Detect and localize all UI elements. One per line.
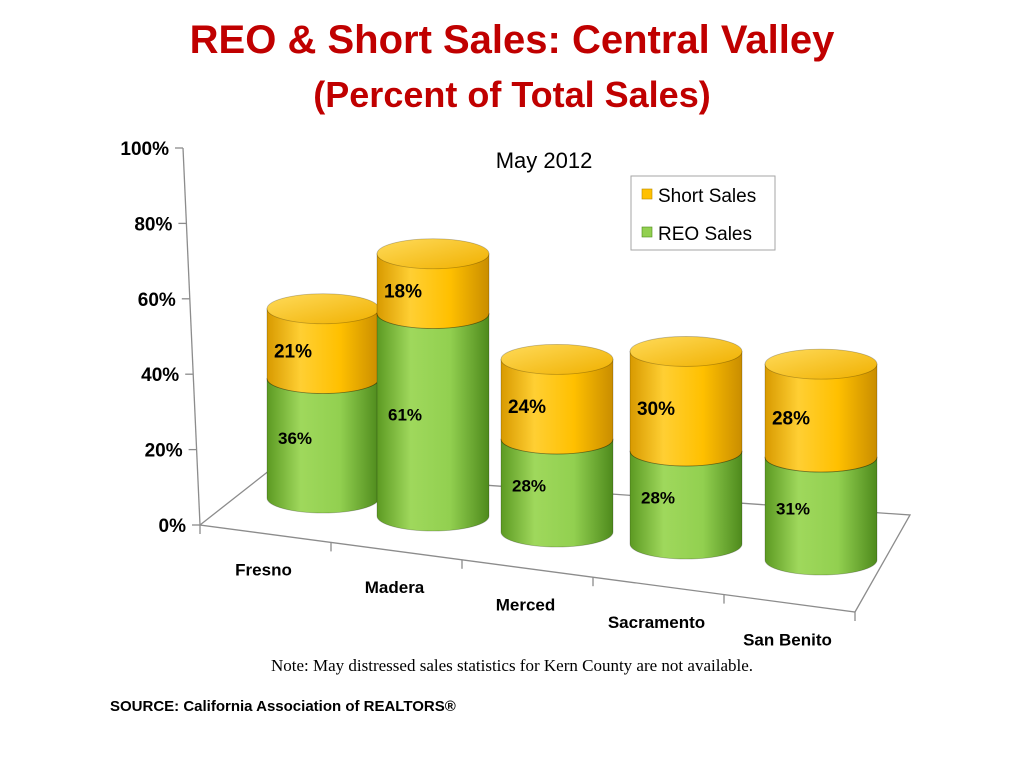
data-label-reo: 28%: [512, 477, 546, 496]
bar-reo-sales: [764, 456, 878, 576]
bar-short-sales: [764, 363, 878, 473]
bar-short-sales: [500, 358, 614, 455]
bar-reo-sales: [500, 438, 614, 548]
data-label-reo: 61%: [388, 406, 422, 425]
legend-label-reo-sales: REO Sales: [658, 224, 752, 245]
segment-seam: [376, 313, 490, 329]
y-tick-label: 80%: [134, 214, 172, 235]
legend-swatch-short-sales: [641, 188, 653, 200]
x-tick-label: Madera: [365, 578, 425, 597]
bars: 36% 21% 61% 18% 28% 24% 28% 30% 31% 28%: [266, 238, 878, 576]
chart-subtitle: May 2012: [496, 148, 593, 173]
axes: [182, 147, 912, 613]
bar-reo-sales: [266, 378, 380, 514]
bar-reo-sales: [376, 313, 490, 532]
x-tick-label: San Benito: [743, 630, 832, 649]
y-tick-label: 100%: [120, 139, 169, 160]
bar-short-sales: [266, 308, 380, 394]
cylinder-top: [266, 293, 380, 325]
cylinder-top: [500, 343, 614, 375]
back-axis-line: [183, 148, 270, 470]
page-title: REO & Short Sales: Central Valley: [189, 18, 835, 62]
segment-seam: [629, 451, 743, 467]
bar-short-sales: [629, 351, 743, 467]
bar-fresno: 36% 21%: [266, 293, 380, 514]
x-tick-label: Sacramento: [608, 613, 705, 632]
data-label-reo: 36%: [278, 429, 312, 448]
bar-short-sales: [376, 253, 490, 329]
chart-floor: [198, 469, 912, 613]
footnote: Note: May distressed sales statistics fo…: [270, 656, 754, 675]
bar-madera: 61% 18%: [376, 238, 490, 532]
data-label-short: 18%: [384, 282, 422, 303]
source-citation: SOURCE: California Association of REALTO…: [110, 698, 456, 715]
legend-swatch-reo-sales: [641, 226, 653, 238]
x-tick-label: Merced: [496, 596, 556, 615]
cylinder-top: [376, 238, 490, 270]
y-tick-label: 40%: [141, 365, 179, 386]
bar-sacramento: 28% 30%: [629, 336, 743, 560]
data-label-short: 24%: [508, 397, 546, 418]
data-label-short: 21%: [274, 342, 312, 363]
legend: Short Sales REO Sales: [630, 175, 776, 251]
y-tick-label: 0%: [159, 516, 187, 537]
cylinder-top: [629, 336, 743, 367]
y-tick-label: 60%: [138, 290, 176, 311]
data-label-reo: 28%: [641, 489, 675, 508]
y-tick-label: 20%: [145, 441, 183, 462]
legend-label-short-sales: Short Sales: [658, 186, 756, 207]
bar-merced: 28% 24%: [500, 343, 614, 548]
page-subtitle: (Percent of Total Sales): [313, 74, 711, 115]
y-axis-line: [182, 147, 201, 526]
data-label-short: 30%: [637, 399, 675, 420]
data-label-short: 28%: [772, 409, 810, 430]
cylinder-top: [764, 348, 878, 380]
bar-san-benito: 31% 28%: [764, 348, 878, 576]
segment-seam: [764, 457, 878, 473]
stacked-cylinder-chart: 0% 20% 40% 60% 80% 100% Fresno Madera Merced Sac…: [120, 139, 912, 649]
x-axis-ticks: Fresno Madera Merced Sacramento San Benito: [199, 525, 856, 649]
legend-box: [630, 175, 776, 251]
y-axis-ticks: 0% 20% 40% 60% 80% 100%: [120, 139, 200, 537]
x-tick-label: Fresno: [235, 561, 292, 580]
data-label-reo: 31%: [776, 500, 810, 519]
bar-reo-sales: [629, 450, 743, 560]
segment-seam: [500, 439, 614, 455]
segment-seam: [266, 378, 380, 394]
